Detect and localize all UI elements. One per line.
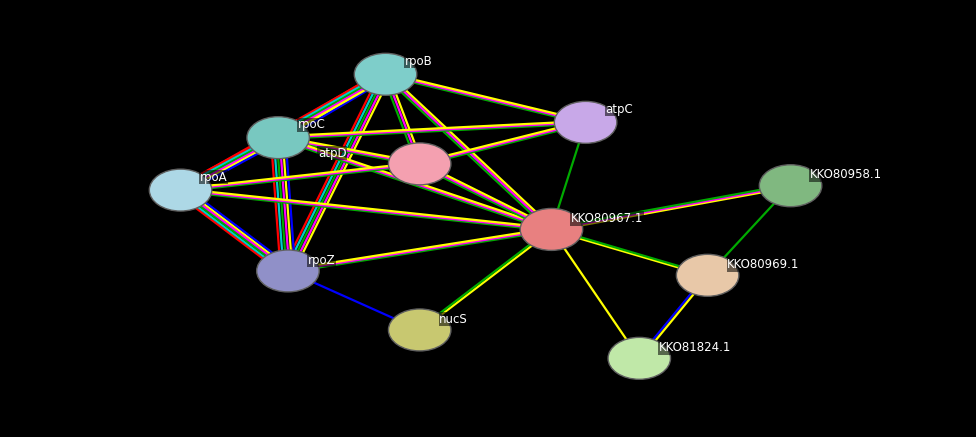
Ellipse shape [257, 250, 319, 292]
Ellipse shape [608, 337, 671, 379]
Ellipse shape [149, 169, 212, 211]
Text: rpoB: rpoB [405, 55, 432, 68]
Text: KKO81824.1: KKO81824.1 [659, 341, 731, 354]
Ellipse shape [520, 208, 583, 250]
Ellipse shape [759, 165, 822, 207]
Ellipse shape [247, 117, 309, 159]
Ellipse shape [354, 53, 417, 95]
Ellipse shape [676, 254, 739, 296]
Text: rpoC: rpoC [298, 118, 326, 131]
Text: rpoZ: rpoZ [307, 253, 335, 267]
Text: KKO80969.1: KKO80969.1 [727, 258, 799, 271]
Text: atpC: atpC [605, 103, 632, 116]
Text: atpD: atpD [318, 146, 346, 160]
Text: rpoA: rpoA [200, 170, 227, 184]
Text: KKO80967.1: KKO80967.1 [571, 212, 643, 225]
Text: KKO80958.1: KKO80958.1 [810, 168, 882, 181]
Text: nucS: nucS [439, 312, 468, 326]
Ellipse shape [388, 309, 451, 351]
Ellipse shape [388, 143, 451, 185]
Ellipse shape [554, 101, 617, 143]
